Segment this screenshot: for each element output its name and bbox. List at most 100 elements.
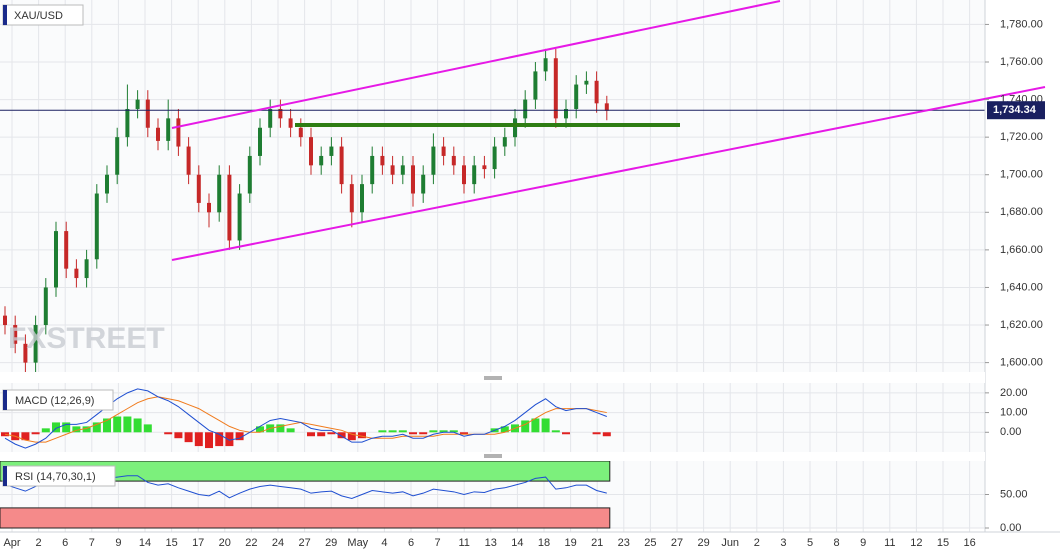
y-tick-label: 1,640.00 — [1000, 281, 1043, 293]
histogram-bar — [21, 432, 30, 441]
candle-body — [237, 193, 242, 241]
candle-body — [247, 155, 252, 194]
x-tick-label: 27 — [671, 537, 683, 549]
histogram-bar — [133, 418, 142, 433]
x-tick-label: 8 — [834, 537, 840, 549]
candle-body — [564, 108, 568, 119]
candle-body — [451, 155, 456, 166]
y-tick-label: 1,600.00 — [1000, 357, 1043, 369]
x-tick-label: Jun — [721, 537, 739, 549]
x-tick-label: 12 — [910, 537, 922, 549]
histogram-bar — [164, 432, 173, 435]
candle-body — [421, 174, 426, 194]
candle-body — [3, 315, 7, 326]
rsi-label: RSI (14,70,30,1) — [15, 471, 96, 483]
candle-body — [23, 343, 28, 363]
candle-body — [145, 99, 150, 128]
histogram-bar — [113, 416, 122, 433]
histogram-bar — [337, 432, 346, 439]
resize-handle[interactable] — [484, 376, 502, 380]
histogram-bar — [31, 432, 40, 435]
candle-body — [278, 108, 283, 119]
histogram-bar — [276, 424, 285, 433]
y-tick-label: 1,760.00 — [1000, 56, 1043, 68]
y-tick-label: 1,700.00 — [1000, 169, 1043, 181]
histogram-bar — [388, 430, 397, 433]
x-tick-label: 27 — [298, 537, 310, 549]
x-tick-label: 29 — [697, 537, 709, 549]
candle-body — [84, 259, 89, 279]
indicator-strip — [3, 390, 7, 410]
x-tick-label: May — [347, 537, 368, 549]
candle-body — [64, 231, 69, 269]
candle-body — [462, 165, 466, 185]
histogram-bar — [602, 432, 611, 437]
y-tick-label: 50.00 — [1000, 488, 1028, 500]
histogram-bar — [409, 432, 417, 435]
y-tick-label: 20.00 — [1000, 387, 1028, 399]
x-tick-label: 4 — [381, 537, 387, 549]
resize-handle[interactable] — [484, 454, 502, 458]
candle-body — [380, 155, 385, 166]
macd-label: MACD (12,26,9) — [15, 395, 94, 407]
last-price-box — [987, 101, 1045, 120]
histogram-bar — [194, 432, 203, 447]
x-tick-label: 14 — [139, 537, 151, 549]
x-tick-label: 9 — [860, 537, 866, 549]
candle-body — [196, 174, 201, 203]
y-tick-label: 10.00 — [1000, 406, 1028, 418]
histogram-bar — [235, 432, 244, 441]
candle-body — [604, 103, 609, 111]
x-tick-label: 13 — [485, 537, 497, 549]
candle-body — [390, 165, 395, 175]
histogram-bar — [82, 426, 91, 433]
histogram-bar — [358, 432, 366, 439]
histogram-bar — [500, 426, 509, 433]
x-tick-label: 23 — [618, 537, 630, 549]
x-tick-label: 25 — [644, 537, 656, 549]
histogram-bar — [531, 418, 540, 433]
candle-body — [339, 146, 344, 185]
candle-body — [217, 174, 222, 213]
candle-body — [125, 108, 130, 138]
x-tick-label: 22 — [245, 537, 257, 549]
x-tick-label: 14 — [511, 537, 523, 549]
candle-body — [492, 146, 497, 170]
x-tick-label: 9 — [115, 537, 121, 549]
marks — [0, 48, 985, 529]
histogram-bar — [143, 424, 152, 433]
x-tick-label: 6 — [62, 537, 68, 549]
histogram-bar — [92, 422, 101, 433]
candle-body — [360, 184, 364, 213]
price-panel — [0, 0, 985, 372]
histogram-bar — [205, 432, 213, 449]
candle-body — [349, 184, 354, 213]
candle-body — [298, 127, 303, 138]
histogram-bar — [72, 426, 81, 433]
candle-body — [523, 99, 528, 119]
x-tick-label: 2 — [754, 537, 760, 549]
candle-body — [207, 202, 211, 213]
channel-line — [171, 86, 1046, 261]
candle-body — [431, 146, 436, 175]
y-tick-label: 0.00 — [1000, 426, 1021, 438]
histogram-bar — [327, 432, 336, 435]
candle-body — [502, 137, 507, 147]
signal-line — [4, 396, 607, 443]
histogram-bar — [419, 432, 428, 435]
candle-body — [33, 325, 38, 363]
x-tick-label: 6 — [408, 537, 414, 549]
candle-body — [54, 231, 58, 288]
histogram-bar — [429, 430, 438, 433]
candle-body — [553, 58, 558, 119]
candle-body — [472, 165, 477, 185]
histogram-bar — [307, 432, 315, 437]
x-tick-label: 19 — [564, 537, 576, 549]
histogram-bar — [123, 416, 132, 433]
histogram-bar — [562, 432, 570, 435]
candle-body — [482, 165, 487, 170]
candle-body — [268, 108, 273, 128]
candle-body — [441, 146, 446, 156]
candle-body — [105, 174, 109, 194]
